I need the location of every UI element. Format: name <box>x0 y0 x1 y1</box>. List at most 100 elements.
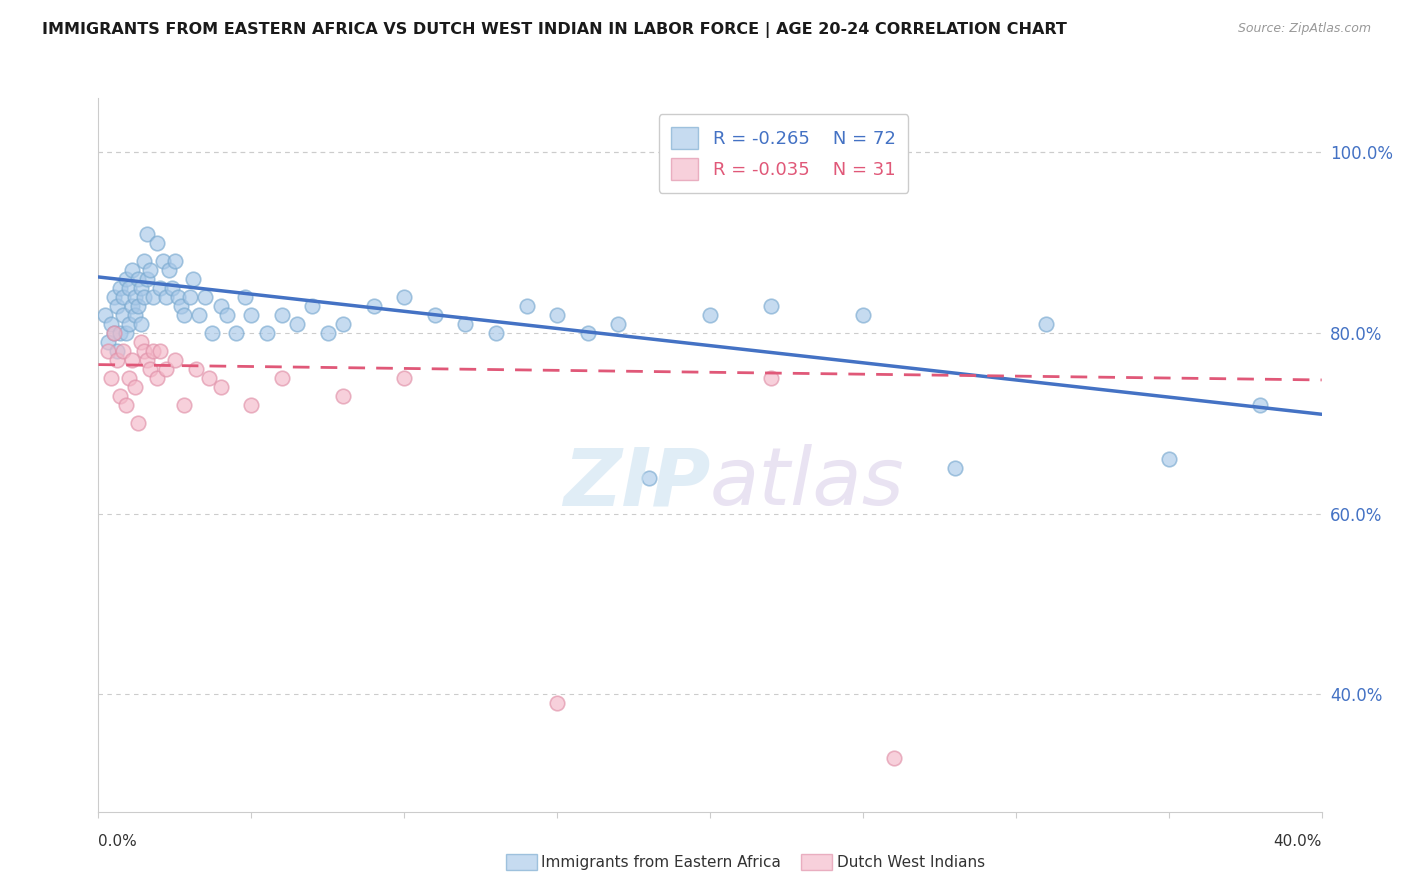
Point <box>152 253 174 268</box>
Point <box>105 299 128 313</box>
Point <box>121 299 143 313</box>
Point <box>111 290 134 304</box>
Text: 40.0%: 40.0% <box>1274 834 1322 849</box>
Point <box>118 371 141 385</box>
Point <box>160 281 183 295</box>
Point <box>759 371 782 385</box>
Bar <box>506 854 537 870</box>
Point <box>485 326 508 340</box>
Point <box>142 290 165 304</box>
Point <box>111 308 134 322</box>
Point <box>546 696 568 710</box>
Point <box>240 308 263 322</box>
Point <box>301 299 323 313</box>
Point <box>181 272 204 286</box>
Point <box>423 308 446 322</box>
Text: IMMIGRANTS FROM EASTERN AFRICA VS DUTCH WEST INDIAN IN LABOR FORCE | AGE 20-24 C: IMMIGRANTS FROM EASTERN AFRICA VS DUTCH … <box>42 22 1067 38</box>
Point <box>516 299 538 313</box>
Bar <box>801 854 832 870</box>
Point <box>124 380 146 394</box>
Point <box>233 290 256 304</box>
Point <box>256 326 278 340</box>
Point <box>111 344 134 359</box>
Point <box>167 290 190 304</box>
Point <box>215 308 238 322</box>
Point <box>103 326 125 340</box>
Point <box>943 461 966 475</box>
Point <box>121 262 143 277</box>
Point <box>883 750 905 764</box>
Point <box>115 398 138 412</box>
Point <box>225 326 247 340</box>
Point <box>93 308 115 322</box>
Point <box>124 290 146 304</box>
Point <box>194 290 217 304</box>
Point <box>134 253 156 268</box>
Point <box>188 308 211 322</box>
Point <box>103 290 125 304</box>
Point <box>699 308 721 322</box>
Point <box>118 317 141 331</box>
Point <box>129 281 152 295</box>
Point <box>108 326 131 340</box>
Text: ZIP: ZIP <box>562 444 710 523</box>
Point <box>136 227 159 241</box>
Point <box>134 290 156 304</box>
Point <box>155 290 177 304</box>
Point <box>270 308 292 322</box>
Point <box>200 326 222 340</box>
Point <box>637 470 661 484</box>
Point <box>332 389 354 403</box>
Point <box>607 317 630 331</box>
Point <box>97 334 120 349</box>
Point <box>157 262 180 277</box>
Point <box>118 281 141 295</box>
Point <box>852 308 875 322</box>
Point <box>145 235 167 250</box>
Point <box>209 299 232 313</box>
Point <box>392 290 416 304</box>
Point <box>139 262 162 277</box>
Point <box>134 344 156 359</box>
Point <box>197 371 219 385</box>
Point <box>270 371 292 385</box>
Point <box>163 353 186 368</box>
Point <box>454 317 477 331</box>
Point <box>576 326 599 340</box>
Point <box>115 272 138 286</box>
Point <box>170 299 193 313</box>
Point <box>121 353 143 368</box>
Point <box>179 290 201 304</box>
Text: Dutch West Indians: Dutch West Indians <box>837 855 984 870</box>
Text: atlas: atlas <box>710 444 905 523</box>
Point <box>127 417 149 431</box>
Point <box>173 308 195 322</box>
Text: 0.0%: 0.0% <box>98 834 138 849</box>
Point <box>149 281 172 295</box>
Point <box>363 299 385 313</box>
Point <box>103 326 125 340</box>
Point <box>1035 317 1057 331</box>
Point <box>105 344 128 359</box>
Point <box>127 272 149 286</box>
Point <box>108 281 131 295</box>
Point <box>145 371 167 385</box>
Point <box>129 334 152 349</box>
Point <box>186 362 208 376</box>
Point <box>129 317 152 331</box>
Point <box>1249 398 1271 412</box>
Point <box>209 380 232 394</box>
Point <box>546 308 568 322</box>
Text: Source: ZipAtlas.com: Source: ZipAtlas.com <box>1237 22 1371 36</box>
Point <box>100 371 122 385</box>
Point <box>332 317 354 331</box>
Point <box>108 389 131 403</box>
Point <box>759 299 782 313</box>
Point <box>149 344 172 359</box>
Point <box>142 344 165 359</box>
Point <box>1157 452 1180 467</box>
Point <box>392 371 416 385</box>
Point <box>163 253 186 268</box>
Point <box>285 317 308 331</box>
Point <box>105 353 128 368</box>
